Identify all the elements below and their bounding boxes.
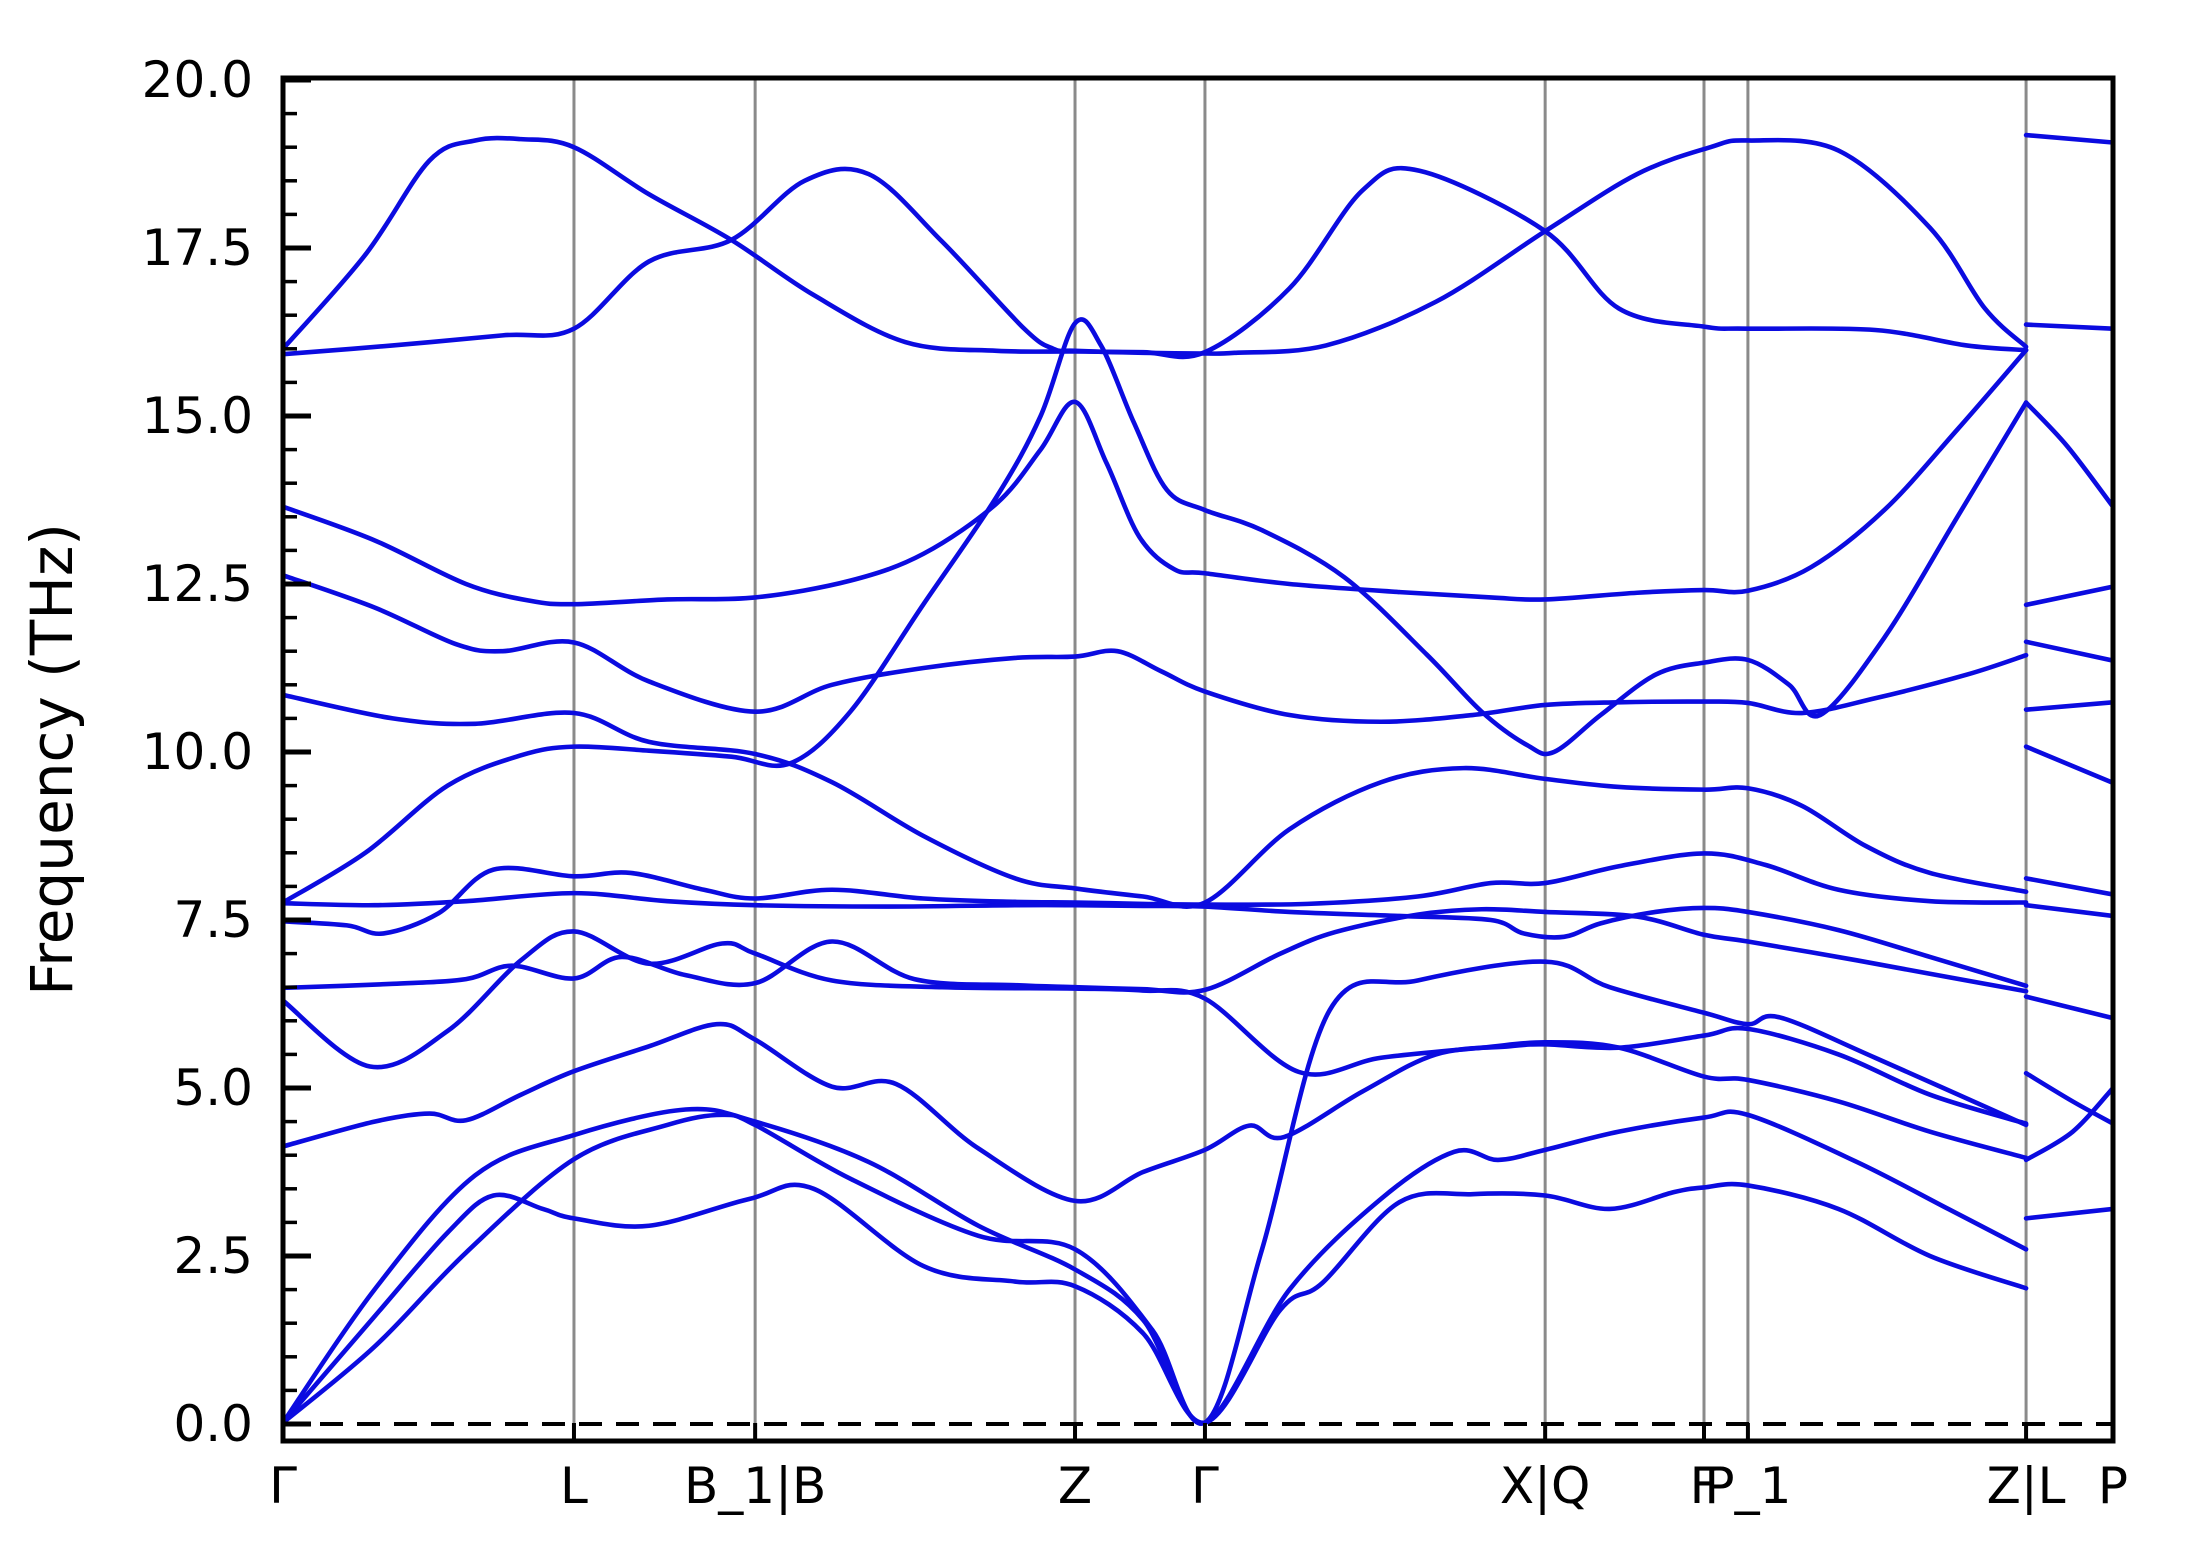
lp-band-3 — [2023, 400, 2113, 510]
lp-band-7 — [2023, 744, 2113, 786]
lp-band-8 — [2023, 876, 2113, 897]
lp-band-11 — [2023, 1070, 2113, 1126]
mid-band-1 — [283, 347, 2029, 607]
y-tick-label: 10.0 — [142, 723, 253, 781]
x-tick-label: B_1|B — [684, 1457, 826, 1515]
lp-band-4 — [2023, 584, 2113, 608]
lp-band-6 — [2023, 699, 2113, 712]
y-tick-label: 5.0 — [173, 1059, 253, 1117]
y-tick-label: 17.5 — [142, 219, 253, 277]
mid-band-2 — [283, 317, 2029, 905]
mid-band-3 — [283, 572, 2029, 725]
y-tick-label: 12.5 — [142, 555, 253, 613]
axes-box — [280, 75, 2116, 1444]
acoustic-band-3 — [283, 959, 2029, 1426]
y-axis-title: Frequency (THz) — [18, 523, 86, 996]
x-tick-label: Γ — [1191, 1457, 1219, 1515]
lp-band-5 — [2023, 639, 2113, 663]
lp-band-9 — [2023, 902, 2113, 919]
x-tick-label: F — [1690, 1457, 1719, 1515]
optical-low-band — [283, 1021, 2029, 1204]
lp-band-13 — [2023, 1206, 2113, 1221]
cluster-band-1 — [283, 851, 2029, 937]
lp-band-10 — [2023, 994, 2113, 1021]
x-tick-label: L — [560, 1457, 588, 1515]
x-tick-label: P_1 — [1704, 1457, 1791, 1515]
lp-band-12 — [2023, 1085, 2113, 1163]
y-tick-label: 20.0 — [142, 51, 253, 109]
x-tick-label: X|Q — [1500, 1457, 1590, 1515]
x-tick-label: Z — [1058, 1457, 1092, 1515]
lp-band-2 — [2023, 322, 2113, 331]
y-tick-label: 15.0 — [142, 387, 253, 445]
valley-band — [283, 929, 2029, 1161]
y-tick-label: 7.5 — [173, 891, 253, 949]
lp-band-1 — [2023, 132, 2113, 145]
x-tick-label: Γ — [269, 1457, 297, 1515]
x-tick-label: Z|L — [1987, 1457, 2066, 1515]
y-tick-label: 0.0 — [173, 1395, 253, 1453]
x-tick-label: P — [2098, 1457, 2128, 1515]
top-band-2 — [283, 137, 2029, 357]
band-curves — [283, 132, 2113, 1426]
cluster-band-2 — [283, 890, 2029, 989]
y-tick-label: 2.5 — [173, 1227, 253, 1285]
